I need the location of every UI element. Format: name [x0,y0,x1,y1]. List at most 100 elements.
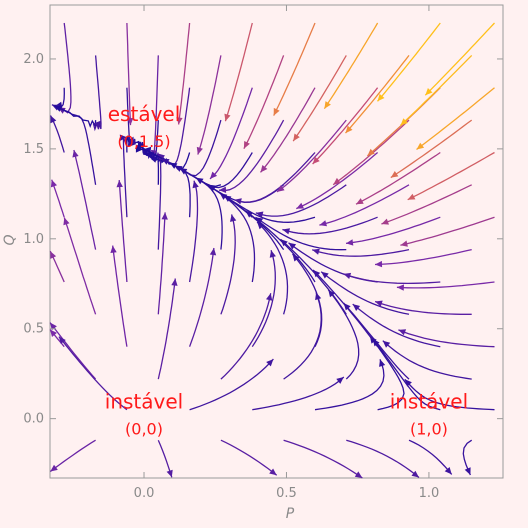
streamline-arrow [50,464,58,472]
streamline-arrow [50,329,57,337]
streamline-arrow [54,105,63,112]
streamline-arrow [243,141,250,149]
streamline-arrow [343,272,352,279]
streamline-arrow [404,379,412,387]
x-tick-label: 0.5 [276,486,297,501]
streamline [188,247,215,347]
streamline-arrow [176,117,183,125]
streamline [219,192,256,283]
streamline [259,87,316,173]
streamline [276,119,347,193]
streamline-arrow [379,359,386,367]
streamline [197,55,222,155]
streamline-arrow [266,293,273,301]
streamline-arrow [444,467,452,475]
streamline [404,378,495,411]
streamline [49,439,96,473]
streamline-arrow [169,162,178,169]
streamline-arrow [356,198,364,205]
streamline [256,221,289,315]
streamline [218,119,285,192]
streamline [400,54,473,126]
streamline [49,322,97,380]
streamline [408,439,453,475]
x-tick-label: 0.0 [134,486,155,501]
streamline-arrow [260,165,268,173]
streamline [220,214,236,315]
streamline [73,149,97,250]
streamline-arrow [396,284,404,291]
streamline [400,216,495,246]
equilibrium-label-stable: estável [108,102,181,126]
annotations: estável (0,1.5) instável (0,0) instável (1,0) [105,102,468,439]
equilibrium-coord-stable: (0,1.5) [117,132,170,151]
streamline-arrow [336,377,344,384]
y-tick-label: 0.5 [23,322,44,337]
streamline-arrow [282,228,290,235]
streamline-arrow [390,171,399,178]
streamline [320,271,410,315]
streamline-arrow [400,118,408,126]
streamline [255,216,347,251]
streamline [372,338,441,411]
streamline-arrow [127,118,134,126]
streamline-arrow [288,242,297,250]
streamline-arrow [119,134,127,141]
equilibrium-coord-unstable-origin: (0,0) [125,420,163,439]
streamlines [49,22,495,479]
streamline-arrow [174,165,183,172]
streamline-arrow [464,467,471,475]
streamline [407,151,495,201]
streamline [224,22,253,122]
streamline-arrow [381,218,389,225]
x-axis-label: P [286,506,295,522]
streamline-arrow [171,278,178,286]
streamline [152,55,159,158]
streamline [157,278,176,380]
streamline-arrow [230,214,237,222]
streamline-arrow [269,250,276,258]
streamline [374,300,472,315]
streamline-arrow [58,336,66,344]
streamline [155,151,162,250]
streamline-arrow [72,150,79,158]
streamline-arrow [277,185,285,192]
streamline-arrow [293,133,300,142]
streamline [58,336,128,411]
streamline [209,87,253,180]
streamline-arrow [343,303,351,311]
streamline [377,22,441,102]
streamline [189,358,274,411]
x-tick-label: 1.0 [419,486,440,501]
streamline [223,194,316,223]
y-tick-label: 1.5 [23,142,44,157]
streamline [252,376,345,411]
streamline-arrow [195,177,204,185]
streamline-arrow [416,142,425,150]
streamline-arrow [319,220,327,227]
streamline-arrow [135,146,143,153]
streamline-arrow [400,240,408,247]
streamline-arrow [367,148,375,156]
streamline [177,22,191,125]
streamline [220,293,272,380]
streamline [382,340,472,380]
streamline [92,55,102,132]
streamline-arrow [255,211,264,218]
streamline-arrow [377,93,385,102]
streamline-arrow [266,359,274,367]
streamline-arrow [219,186,227,193]
streamline [355,151,441,205]
y-axis-label: Q [2,234,18,245]
streamline [126,87,136,145]
streamline-arrow [257,222,265,230]
streamline [157,212,166,315]
streamline-arrow [210,171,218,179]
streamline-arrow [269,468,277,476]
streamline-arrow [372,338,380,347]
streamline-arrow [345,125,353,134]
streamline-arrow [157,153,165,161]
streamline [390,119,473,179]
streamline [314,359,385,411]
streamline-arrow [116,180,123,188]
